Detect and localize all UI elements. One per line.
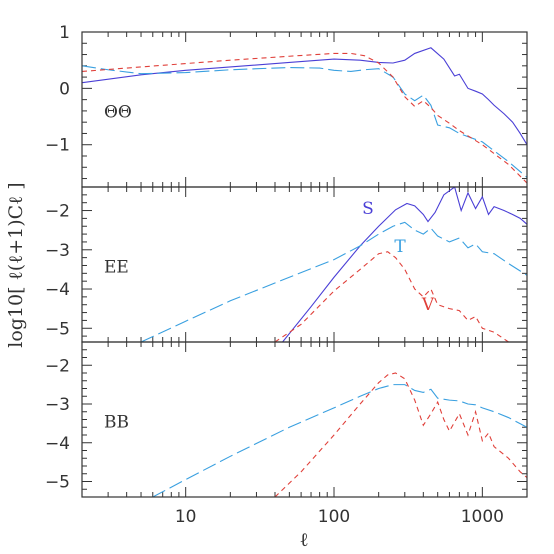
series-line-BB-T (152, 384, 527, 497)
y-tick-label: −2 (45, 202, 70, 222)
y-tick-label: −1 (45, 136, 70, 156)
series-line-ΘΘ-T (82, 65, 527, 178)
y-tick-label: −3 (45, 395, 70, 415)
x-axis-title: ℓ (299, 529, 308, 551)
series-line-EE-S (282, 187, 527, 342)
y-tick-label: 0 (59, 79, 70, 99)
y-tick-label: −2 (45, 356, 70, 376)
series-line-BB-V (274, 372, 527, 497)
series-label-T: T (394, 237, 406, 257)
x-tick-label: 100 (318, 507, 350, 527)
panel-label-BB: BB (104, 412, 129, 432)
y-tick-label: −4 (45, 280, 70, 300)
panel-frame (81, 186, 528, 343)
panel-label-EE: EE (104, 257, 129, 277)
x-tick-label: 1000 (461, 507, 504, 527)
panel-label-ΘΘ: ΘΘ (104, 102, 132, 122)
series-label-S: S (362, 199, 374, 219)
y-tick-label: −5 (45, 473, 70, 493)
series-line-ΘΘ-V (82, 52, 527, 184)
y-tick-label: 1 (59, 23, 70, 43)
series-label-V: V (421, 295, 435, 315)
y-tick-label: −4 (45, 434, 70, 454)
series-line-ΘΘ-S (82, 47, 527, 146)
series-line-EE-T (140, 221, 527, 342)
y-tick-label: −3 (45, 241, 70, 261)
y-axis-title: log10[ ℓ(ℓ+1)Cℓ ] (5, 182, 27, 347)
panel-frame (81, 31, 528, 188)
panel-frame (81, 341, 528, 498)
x-tick-label: 10 (175, 507, 197, 527)
y-tick-label: −5 (45, 319, 70, 339)
series-line-EE-V (274, 251, 527, 342)
